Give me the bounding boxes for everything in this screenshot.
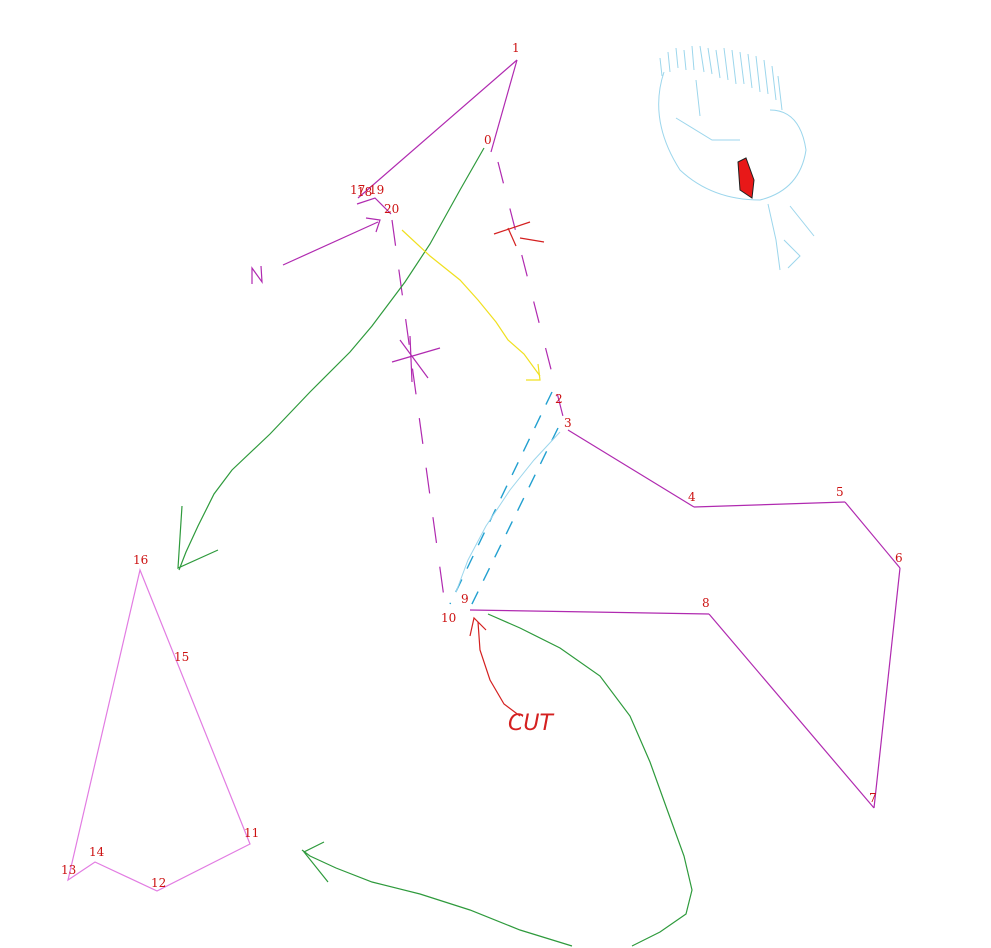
dashed-edge-20-10	[391, 219, 447, 613]
outline-segment-7-8	[708, 613, 875, 809]
vertex-label-14: 14	[89, 845, 105, 859]
vertex-label-4: 4	[688, 490, 696, 504]
asterisk-mark-left	[391, 335, 441, 383]
vertex-label-17: 17	[350, 183, 365, 197]
vertex-label-20: 20	[384, 202, 399, 216]
vertex-label-16: 16	[133, 553, 148, 567]
yellow-arrow-head	[526, 363, 541, 381]
outline-segment-6-7	[873, 567, 901, 809]
face-eye-icon	[737, 157, 755, 199]
vertex-label-13: 13	[61, 863, 76, 877]
green-curve-lower	[487, 613, 693, 947]
vertex-label-12: 12	[151, 876, 166, 890]
green-arrows	[177, 147, 693, 947]
green-arrow-long	[178, 147, 485, 571]
outline-segment-1-0	[490, 59, 518, 153]
vertex-label-10: 10	[441, 611, 456, 625]
outline-segment-17-20	[356, 197, 392, 215]
outline-segment-5-6	[844, 501, 901, 569]
face-brow	[675, 79, 740, 141]
light-blue-strip	[455, 431, 561, 593]
face-chin-neck	[767, 203, 815, 271]
green-curve-return	[301, 849, 573, 947]
red-cross-mark	[493, 221, 531, 235]
outline-segment-4-5	[693, 501, 846, 508]
yellow-arrow	[401, 229, 541, 381]
face-head-outline	[658, 71, 807, 201]
vertex-label-3: 3	[564, 416, 572, 430]
vertex-label-1: 1	[512, 41, 520, 55]
vertex-label-11: 11	[244, 826, 259, 840]
face-hair	[659, 45, 783, 111]
pink-polygon	[67, 568, 251, 892]
red-arrow	[469, 221, 545, 717]
red-arrow-head	[469, 616, 487, 637]
n-letter-icon	[251, 265, 263, 285]
green-arrow-head-bottom	[303, 841, 329, 883]
vertex-labels: 0 1 2 3 4 5 6 7 8 9 10 11 12 13 14 15 16…	[61, 41, 903, 890]
vertex-label-0: 0	[484, 133, 492, 147]
n-annotation: N	[248, 267, 260, 286]
vertex-label-6: 6	[895, 551, 903, 565]
vertex-label-2: 2	[555, 392, 563, 406]
arrow-to-20	[282, 221, 379, 266]
outline-segment-1-17	[357, 59, 518, 199]
outline-segment-8-9	[469, 609, 710, 615]
vertex-label-5: 5	[836, 485, 844, 499]
vertex-label-7: 7	[869, 791, 877, 805]
cyan-dashes	[449, 391, 559, 609]
arrow-to-20-head	[365, 217, 381, 233]
cut-annotation: CUT	[508, 711, 554, 736]
green-arrow-head-left	[177, 505, 219, 569]
vertex-label-15: 15	[174, 650, 189, 664]
vertex-label-18: 18	[357, 185, 372, 199]
main-outline	[251, 59, 901, 809]
vertex-label-9: 9	[461, 592, 469, 606]
vertex-label-8: 8	[702, 596, 710, 610]
face-sketch	[658, 45, 815, 271]
vertex-label-19: 19	[369, 183, 384, 197]
outline-segment-3-4	[567, 429, 695, 508]
